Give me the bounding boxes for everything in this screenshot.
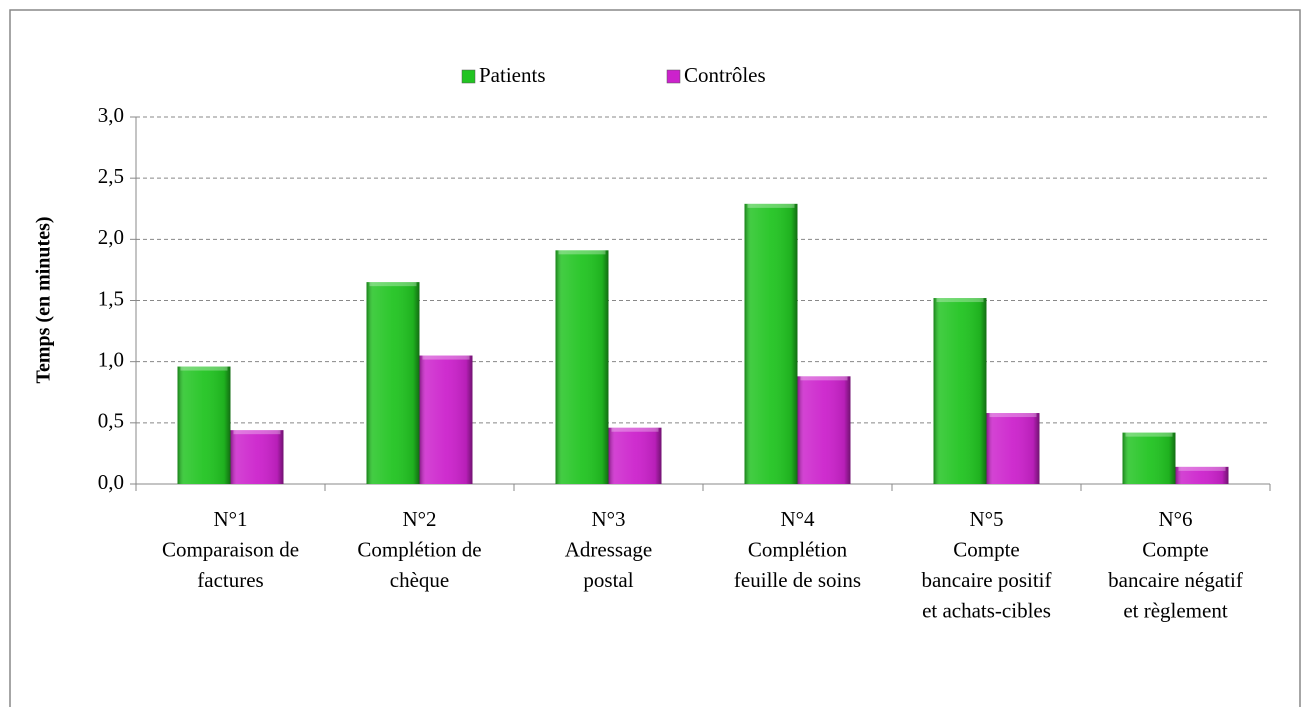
bar-shading (608, 427, 662, 484)
bar-shading (366, 282, 420, 484)
bar-shading (230, 430, 284, 484)
bar-shading (177, 366, 231, 484)
bar-shading (986, 413, 1040, 484)
bar-top-highlight (369, 282, 417, 287)
bar-shading (933, 298, 987, 484)
bar-top-highlight (1125, 432, 1173, 437)
x-tick-label: Compte (1142, 537, 1209, 561)
bar-top-highlight (611, 427, 659, 432)
x-tick-label: Compte (953, 537, 1020, 561)
x-tick-label: Complétion de (357, 537, 481, 561)
bar-shading (744, 203, 798, 484)
y-tick-label: 2,5 (98, 164, 124, 188)
x-tick-label: et achats-cibles (922, 598, 1051, 622)
bar-top-highlight (747, 203, 795, 208)
bar-top-highlight (180, 366, 228, 371)
bar-top-highlight (422, 355, 470, 360)
x-tick-label: N°3 (591, 507, 625, 531)
legend-label: Patients (479, 63, 546, 87)
bar-top-highlight (800, 376, 848, 381)
x-tick-label: postal (583, 568, 633, 592)
bar-top-highlight (233, 430, 281, 435)
x-tick-label: N°1 (213, 507, 247, 531)
y-axis-label: Temps (en minutes) (33, 216, 55, 383)
x-tick-label: factures (197, 568, 263, 592)
bar-shading (797, 376, 851, 484)
bar-top-highlight (558, 250, 606, 255)
y-tick-label: 1,0 (98, 347, 124, 371)
x-tick-label: Adressage (565, 537, 652, 561)
bar-top-highlight (1178, 466, 1226, 471)
x-tick-label: Comparaison de (162, 537, 299, 561)
bar-shading (555, 250, 609, 484)
y-tick-label: 2,0 (98, 225, 124, 249)
legend-label: Contrôles (684, 63, 766, 87)
bar-top-highlight (989, 413, 1037, 418)
chart-frame (9, 9, 1301, 707)
bar-shading (1175, 466, 1229, 484)
x-tick-label: feuille de soins (734, 568, 861, 592)
bar-shading (419, 355, 473, 484)
bar-top-highlight (936, 298, 984, 303)
y-tick-label: 3,0 (98, 103, 124, 127)
x-tick-label: bancaire positif (921, 568, 1051, 592)
x-tick-label: N°2 (402, 507, 436, 531)
legend-swatch (666, 69, 681, 84)
x-tick-label: bancaire négatif (1108, 568, 1243, 592)
x-tick-label: N°6 (1158, 507, 1192, 531)
x-tick-label: chèque (390, 568, 449, 592)
y-tick-label: 0,0 (98, 470, 124, 494)
legend-swatch (461, 69, 476, 84)
x-tick-label: Complétion (748, 537, 848, 561)
x-tick-label: N°5 (969, 507, 1003, 531)
x-tick-label: N°4 (780, 507, 815, 531)
y-tick-label: 1,5 (98, 286, 124, 310)
x-tick-label: et règlement (1123, 598, 1228, 622)
bar-shading (1122, 432, 1176, 484)
y-tick-label: 0,5 (98, 409, 124, 433)
